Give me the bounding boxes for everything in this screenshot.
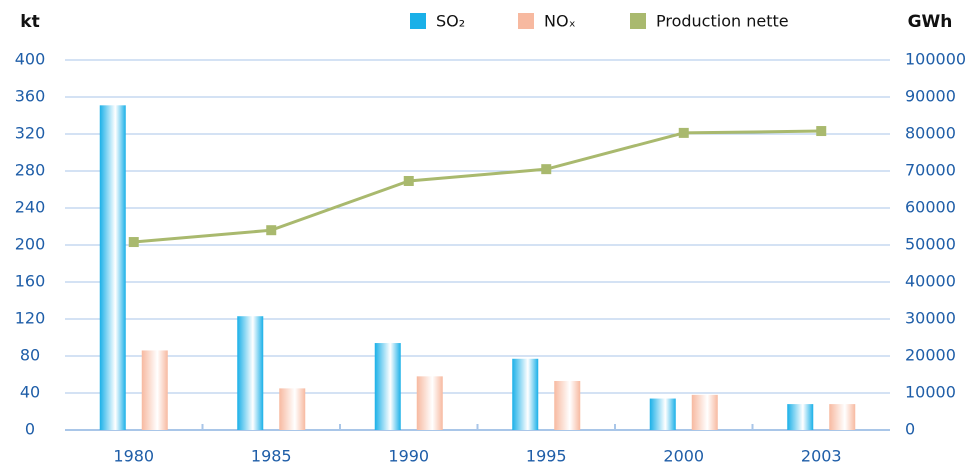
bar	[649, 398, 676, 430]
y-tick-label: 200	[15, 235, 46, 254]
x-tick-label: 1985	[251, 447, 292, 466]
x-tick-label: 1980	[113, 447, 154, 466]
y2-tick-label: 80000	[905, 124, 956, 143]
x-tick-label: 2000	[663, 447, 704, 466]
y2-tick-label: 50000	[905, 235, 956, 254]
legend-label: Production nette	[656, 12, 789, 31]
y-tick-label: 120	[15, 309, 46, 328]
marker	[128, 237, 139, 248]
marker	[266, 225, 277, 236]
legend-swatch	[518, 13, 534, 29]
y-tick-label: 40	[20, 383, 40, 402]
marker	[678, 127, 689, 138]
line	[133, 129, 822, 244]
x-tick-label: 2003	[801, 447, 842, 466]
y2-tick-label: 20000	[905, 346, 956, 365]
legend-swatch	[630, 13, 646, 29]
bar	[829, 404, 856, 430]
marker	[541, 164, 552, 175]
y-tick-label: 80	[20, 346, 40, 365]
x-tick-label: 1995	[526, 447, 567, 466]
y2-tick-label: 10000	[905, 383, 956, 402]
bar	[787, 404, 814, 430]
y-tick-label: 400	[15, 50, 46, 69]
legend-label: NOₓ	[544, 12, 576, 31]
y2-tick-label: 40000	[905, 272, 956, 291]
y2-tick-label: 100000	[905, 50, 966, 69]
y2-tick-label: 30000	[905, 309, 956, 328]
y-tick-label: 240	[15, 198, 46, 217]
bar	[374, 343, 401, 430]
y-tick-label: 0	[25, 420, 35, 439]
legend-label: SO₂	[436, 12, 465, 31]
bar	[237, 316, 264, 430]
y-tick-label: 360	[15, 87, 46, 106]
bar	[512, 358, 539, 430]
x-tick-label: 1990	[388, 447, 429, 466]
bar	[99, 105, 126, 430]
marker	[403, 175, 414, 186]
bar	[279, 388, 306, 430]
y2-tick-label: 70000	[905, 161, 956, 180]
bar	[416, 376, 443, 430]
y2-tick-label: 0	[905, 420, 915, 439]
y2-tick-label: 90000	[905, 87, 956, 106]
y2-axis-title: GWh	[908, 12, 953, 32]
y-axis-title: kt	[20, 12, 39, 32]
legend-swatch	[410, 13, 426, 29]
bar	[141, 350, 168, 430]
y-tick-label: 160	[15, 272, 46, 291]
bar	[554, 380, 581, 430]
y2-tick-label: 60000	[905, 198, 956, 217]
marker	[816, 126, 827, 137]
bar	[691, 394, 718, 430]
y-tick-label: 280	[15, 161, 46, 180]
y-tick-label: 320	[15, 124, 46, 143]
